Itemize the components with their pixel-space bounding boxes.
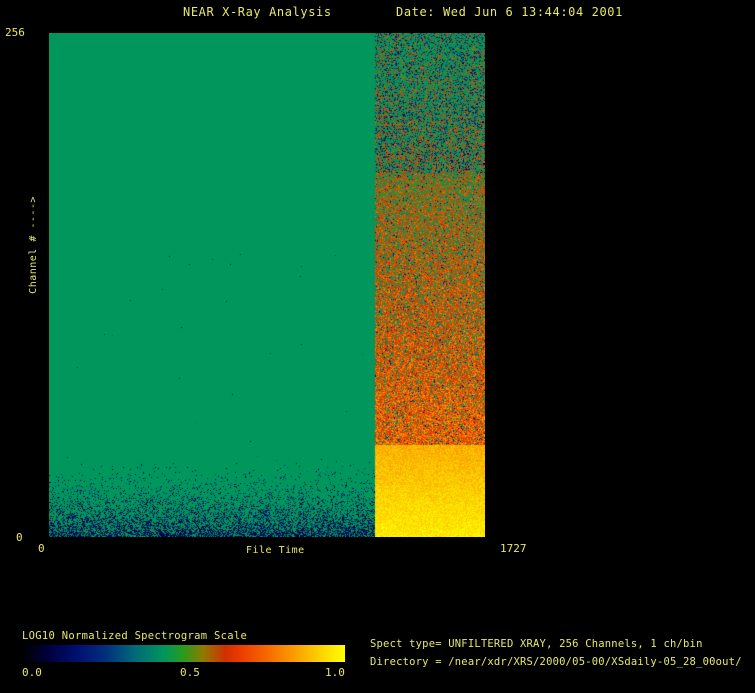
spectrogram-canvas [49,33,485,537]
colorbar-title: LOG10 Normalized Spectrogram Scale [22,630,248,642]
x-axis-title: File Time [246,545,305,556]
spect-type-info: Spect type= UNFILTERED XRAY, 256 Channel… [370,638,703,650]
colorbar-mid-label: 0.5 [180,666,200,679]
page-title: NEAR X-Ray Analysis [183,5,332,19]
spectrogram-plot [49,33,485,537]
y-axis-title: Channel # ----> [28,196,39,294]
x-axis-max-label: 1727 [500,542,527,555]
x-axis-min-label: 0 [38,542,45,555]
y-axis-min-label: 0 [16,531,23,544]
directory-info: Directory = /near/xdr/XRS/2000/05-00/XSd… [370,656,742,668]
colorbar-gradient [22,645,345,662]
colorbar-max-label: 1.0 [325,666,345,679]
timestamp-label: Date: Wed Jun 6 13:44:04 2001 [396,5,623,19]
colorbar-min-label: 0.0 [22,666,42,679]
y-axis-max-label: 256 [5,26,25,39]
